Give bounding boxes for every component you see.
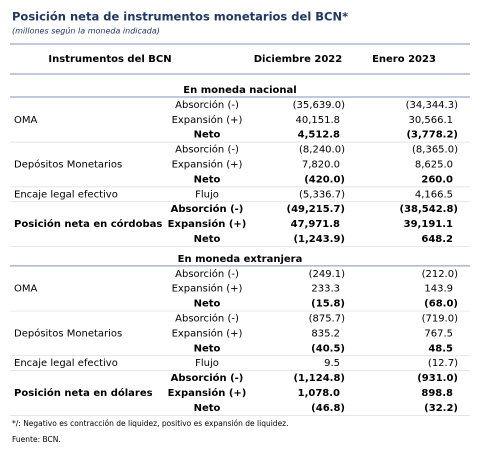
cell-value: (249.1)	[309, 269, 346, 280]
cell-value: 9.5	[324, 358, 340, 369]
cell-value: 767.5	[424, 328, 453, 339]
concept: Absorción (-)	[171, 372, 244, 384]
cell-value: 39,191.1	[404, 219, 453, 230]
cell-value: 48.5	[428, 343, 453, 354]
concept: Expansión (+)	[172, 283, 243, 295]
title: Posición neta de instrumentos monetarios…	[12, 10, 348, 24]
cell-value: 835.2	[311, 328, 340, 339]
cell-value: 260.0	[421, 174, 453, 185]
column-header: Instrumentos del BCN	[48, 54, 171, 65]
concept: Expansión (+)	[168, 218, 247, 230]
cell-value: 8,625.0	[415, 160, 453, 171]
concept: Neto	[194, 403, 221, 414]
cell-value: 1,078.0	[298, 388, 340, 399]
cell-value: (38,542.8)	[400, 204, 459, 215]
cell-value: 4,166.5	[415, 189, 453, 200]
section-title: En moneda extranjera	[178, 254, 303, 265]
cell-value: (12.7)	[428, 358, 458, 369]
cell-value: 4,512.8	[298, 130, 340, 141]
concept: Flujo	[195, 358, 219, 369]
concept: Expansión (+)	[172, 114, 243, 126]
subtitle: (millones según la moneda indicada)	[12, 27, 160, 36]
cell-value: (212.0)	[422, 269, 459, 280]
concept: Expansión (+)	[172, 159, 243, 171]
cell-value: (68.0)	[424, 299, 458, 310]
concept: Neto	[194, 299, 221, 310]
footnote: Fuente: BCN.	[12, 435, 61, 444]
cell-value: 233.3	[311, 284, 340, 295]
cell-value: (46.8)	[311, 403, 345, 414]
cell-value: 898.8	[421, 388, 453, 399]
cell-value: 648.2	[421, 234, 453, 245]
concept: Expansión (+)	[168, 387, 247, 399]
row-label: Encaje legal efectivo	[14, 189, 118, 200]
row-label: Posición neta en dólares	[14, 387, 153, 399]
concept: Absorción (-)	[175, 268, 239, 280]
concept: Absorción (-)	[171, 203, 244, 215]
cell-value: (3,778.2)	[406, 130, 458, 141]
row-label: Posición neta en córdobas	[14, 218, 162, 230]
concept: Expansión (+)	[172, 327, 243, 339]
row-label: Depósitos Monetarios	[14, 159, 122, 171]
concept: Neto	[194, 343, 221, 354]
cell-value: (8,240.0)	[299, 145, 345, 156]
cell-value: (420.0)	[304, 174, 345, 185]
cell-value: 30,566.1	[408, 115, 453, 126]
cell-value: (34,344.3)	[406, 100, 458, 111]
cell-value: (931.0)	[417, 373, 458, 384]
concept: Neto	[194, 234, 221, 245]
cell-value: (40.5)	[311, 343, 345, 354]
cell-value: (49,215.7)	[287, 204, 346, 215]
row-label: OMA	[14, 284, 37, 295]
cell-value: (1,243.9)	[293, 234, 345, 245]
row-label: OMA	[14, 115, 37, 126]
row-label: Encaje legal efectivo	[14, 358, 118, 369]
concept: Neto	[194, 130, 221, 141]
row-label: Depósitos Monetarios	[14, 327, 122, 339]
cell-value: 7,820.0	[302, 160, 340, 171]
cell-value: (719.0)	[422, 314, 459, 325]
footnote: */: Negativo es contracción de liquidez,…	[12, 419, 289, 428]
cell-value: (875.7)	[309, 314, 346, 325]
section-title: En moneda nacional	[183, 85, 296, 96]
cell-value: (15.8)	[311, 299, 345, 310]
concept: Flujo	[195, 189, 219, 200]
cell-value: (32.2)	[424, 403, 458, 414]
column-header: Enero 2023	[372, 54, 436, 65]
concept: Neto	[194, 174, 221, 185]
column-header: Diciembre 2022	[254, 54, 343, 65]
cell-value: 143.9	[424, 284, 453, 295]
cell-value: 47,971.8	[291, 219, 340, 230]
concept: Absorción (-)	[175, 144, 239, 156]
cell-value: (5,336.7)	[299, 189, 345, 200]
concept: Absorción (-)	[175, 313, 239, 325]
cell-value: (8,365.0)	[412, 145, 458, 156]
cell-value: (1,124.8)	[293, 373, 345, 384]
cell-value: 40,151.8	[295, 115, 340, 126]
concept: Absorción (-)	[175, 99, 239, 111]
cell-value: (35,639.0)	[293, 100, 345, 111]
